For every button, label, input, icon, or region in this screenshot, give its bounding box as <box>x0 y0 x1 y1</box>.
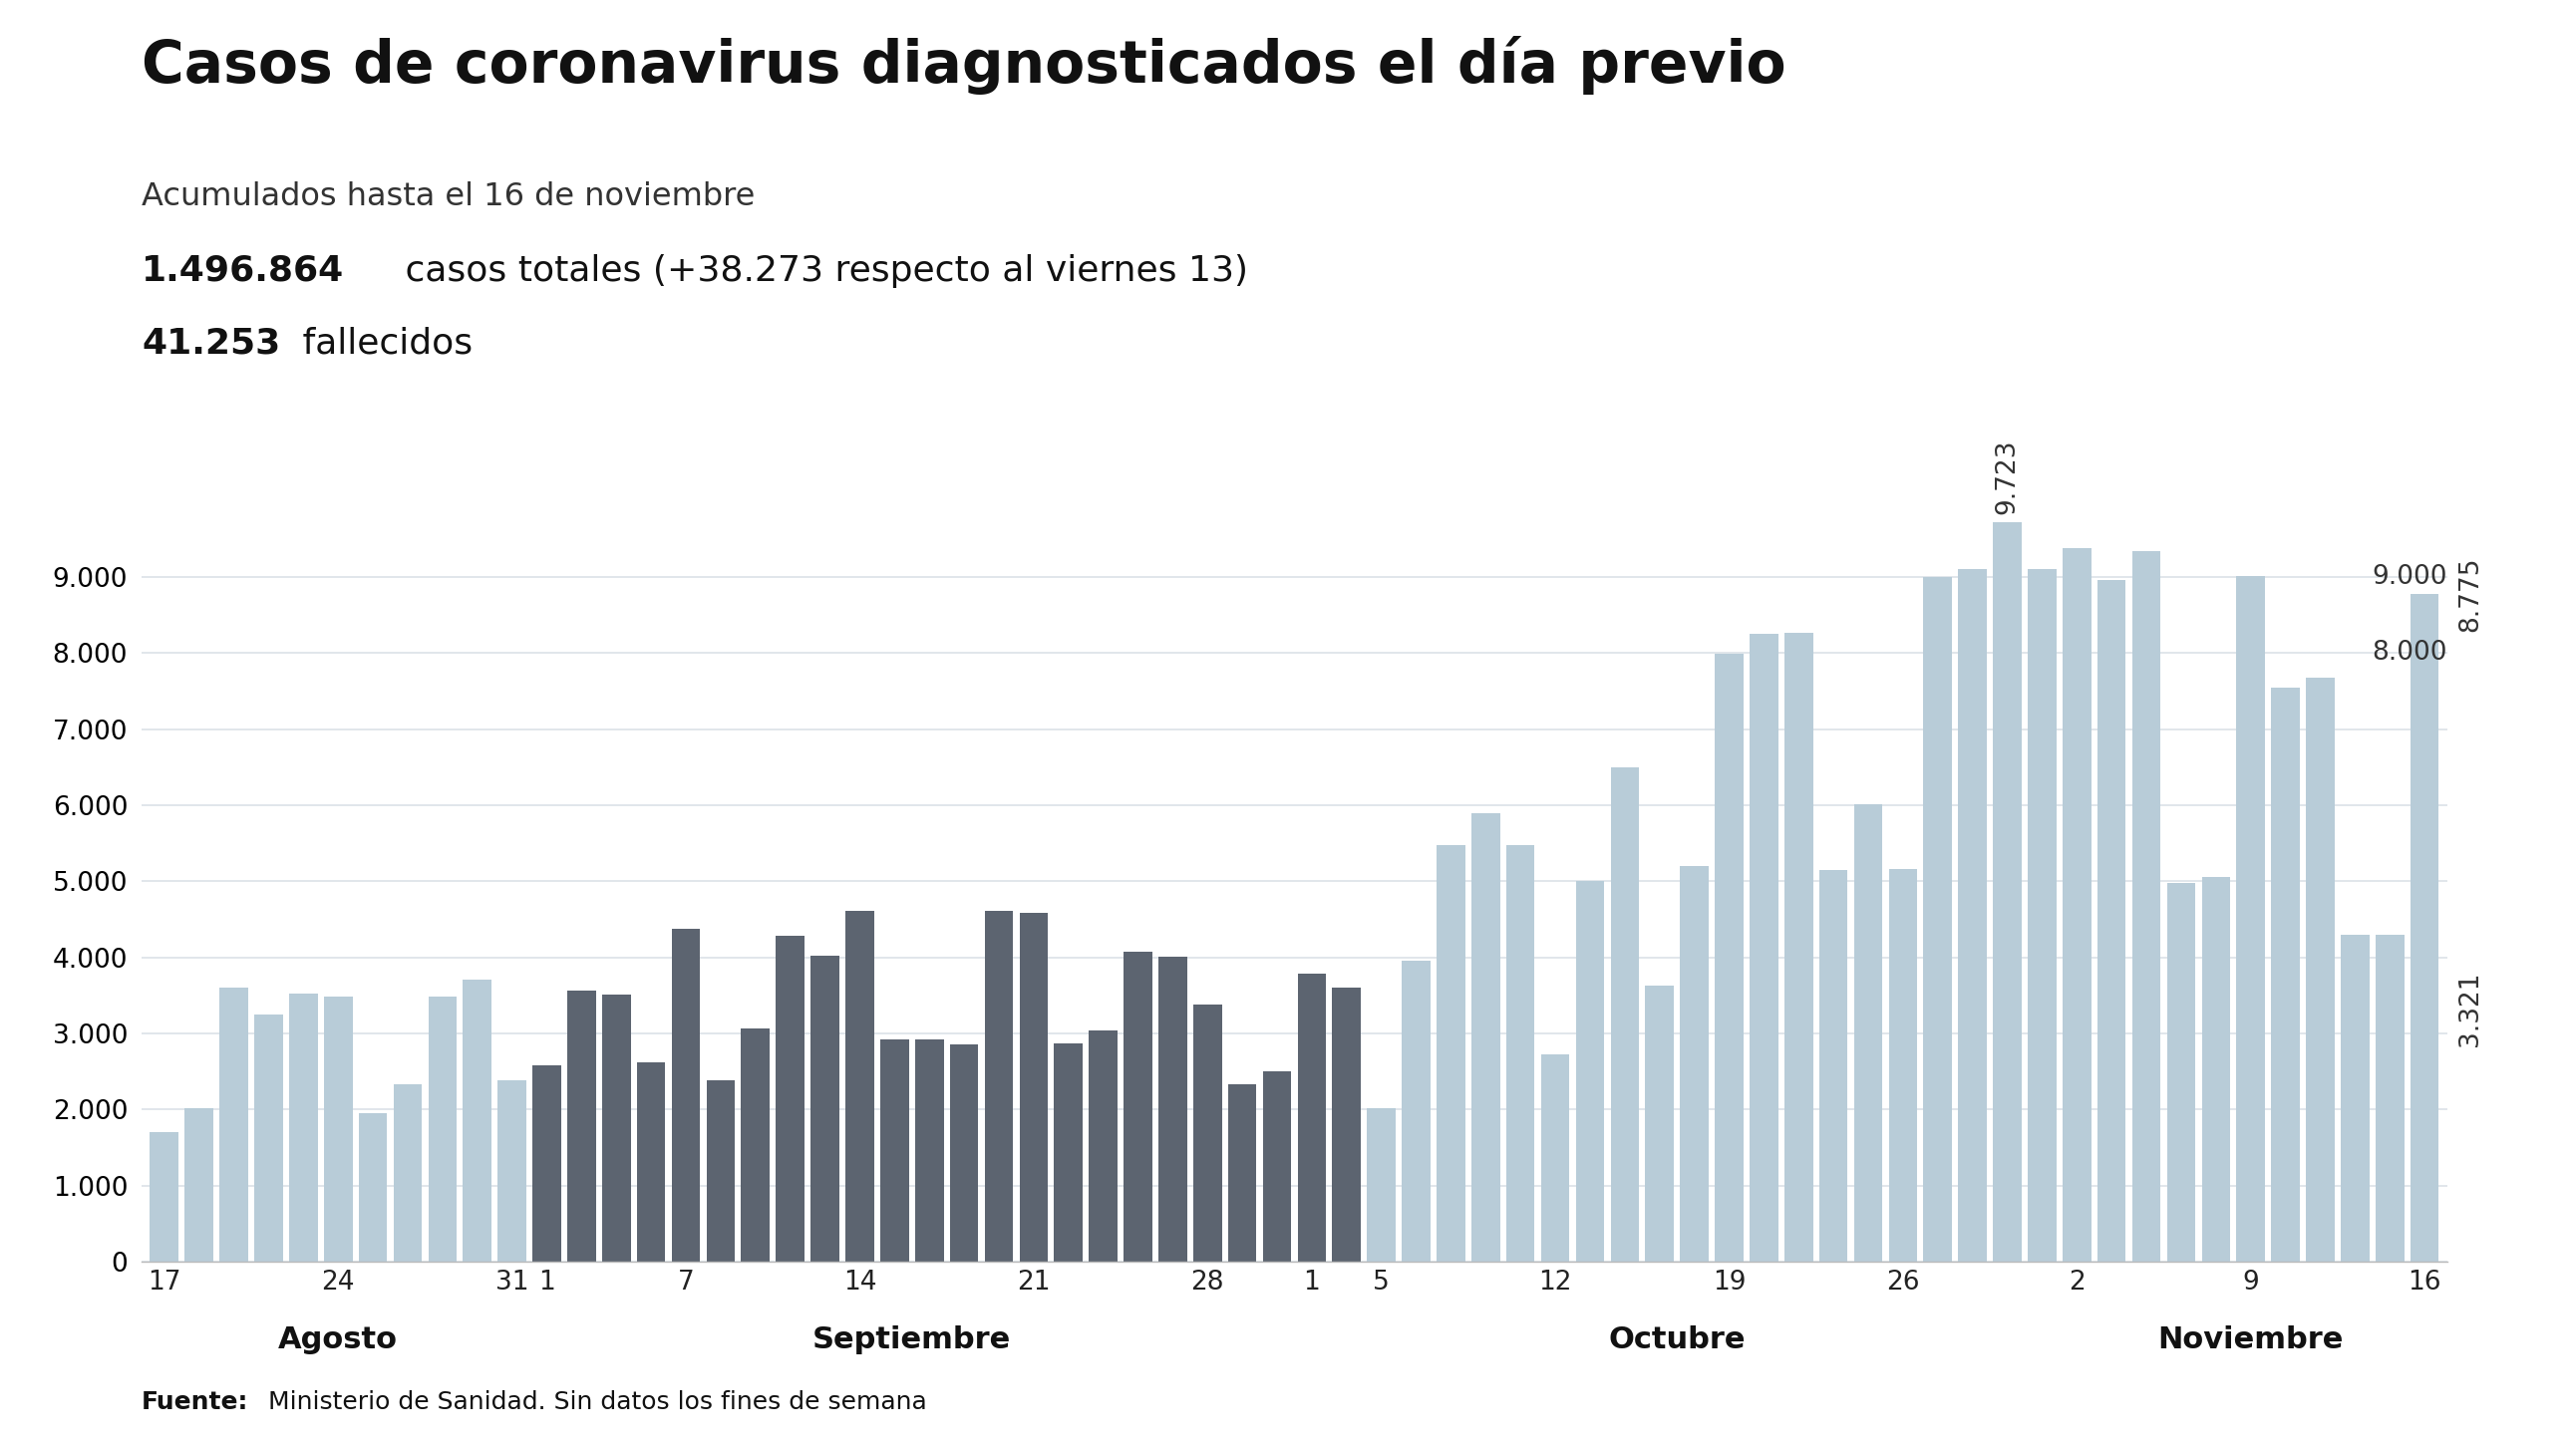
Bar <box>1123 953 1151 1262</box>
Bar <box>1646 986 1674 1262</box>
Bar <box>636 1063 665 1262</box>
Text: 1.496.864: 1.496.864 <box>142 254 345 287</box>
Bar <box>2097 580 2125 1262</box>
Bar <box>951 1045 979 1262</box>
Text: Septiembre: Septiembre <box>811 1325 1012 1354</box>
Bar <box>845 911 873 1262</box>
Bar <box>394 1085 422 1262</box>
Bar <box>1819 870 1847 1262</box>
Bar <box>497 1080 526 1262</box>
Bar <box>2236 576 2264 1262</box>
Text: casos totales (+38.273 respecto al viernes 13): casos totales (+38.273 respecto al viern… <box>394 254 1249 287</box>
Bar <box>1471 813 1499 1262</box>
Bar <box>1924 577 1953 1262</box>
Bar <box>2342 935 2370 1262</box>
Bar <box>1958 570 1986 1262</box>
Bar <box>706 1080 734 1262</box>
Bar <box>1229 1085 1257 1262</box>
Bar <box>811 956 840 1262</box>
Bar <box>533 1066 562 1262</box>
Text: 9.723: 9.723 <box>1994 439 2020 515</box>
Bar <box>775 937 804 1262</box>
Bar <box>2411 594 2439 1262</box>
Bar <box>1994 522 2022 1262</box>
Text: 8.775: 8.775 <box>2458 557 2483 632</box>
Text: 41.253: 41.253 <box>142 326 281 360</box>
Bar <box>255 1015 283 1262</box>
Bar <box>984 911 1012 1262</box>
Bar <box>2166 883 2195 1262</box>
Text: Fuente:: Fuente: <box>142 1391 250 1414</box>
Bar <box>464 980 492 1262</box>
Text: Casos de coronavirus diagnosticados el día previo: Casos de coronavirus diagnosticados el d… <box>142 36 1785 96</box>
Bar <box>1054 1043 1082 1262</box>
Bar <box>1610 767 1638 1262</box>
Bar <box>1888 869 1917 1262</box>
Bar <box>914 1040 943 1262</box>
Bar <box>1401 961 1430 1262</box>
Bar <box>1716 654 1744 1262</box>
Bar <box>1262 1072 1291 1262</box>
Bar <box>185 1108 214 1262</box>
Bar <box>1785 632 1814 1262</box>
Bar <box>2375 935 2403 1262</box>
Bar <box>1159 957 1188 1262</box>
Bar <box>1749 634 1777 1262</box>
Bar <box>1332 987 1360 1262</box>
Bar <box>149 1132 178 1262</box>
Bar <box>2272 687 2300 1262</box>
Text: Agosto: Agosto <box>278 1325 397 1354</box>
Bar <box>2133 551 2161 1262</box>
Text: Acumulados hasta el 16 de noviembre: Acumulados hasta el 16 de noviembre <box>142 181 755 212</box>
Bar <box>2202 877 2231 1262</box>
Bar <box>289 993 317 1262</box>
Bar <box>1193 1005 1221 1262</box>
Bar <box>1368 1109 1396 1262</box>
Bar <box>2306 677 2334 1262</box>
Bar <box>742 1030 770 1262</box>
Bar <box>1090 1031 1118 1262</box>
Bar <box>1540 1054 1569 1262</box>
Bar <box>1855 805 1883 1262</box>
Bar <box>672 928 701 1262</box>
Text: 8.000: 8.000 <box>2372 639 2447 666</box>
Text: Noviembre: Noviembre <box>2159 1325 2344 1354</box>
Bar <box>2063 548 2092 1262</box>
Bar <box>881 1040 909 1262</box>
Bar <box>358 1114 386 1262</box>
Bar <box>428 996 456 1262</box>
Text: Octubre: Octubre <box>1607 1325 1747 1354</box>
Bar <box>1680 866 1708 1262</box>
Bar <box>1577 880 1605 1262</box>
Bar <box>2027 570 2056 1262</box>
Bar <box>603 995 631 1262</box>
Bar <box>567 990 595 1262</box>
Bar <box>1298 973 1327 1262</box>
Text: fallecidos: fallecidos <box>291 326 471 360</box>
Bar <box>219 987 247 1262</box>
Text: 3.321: 3.321 <box>2458 972 2483 1047</box>
Bar <box>1020 914 1048 1262</box>
Text: Ministerio de Sanidad. Sin datos los fines de semana: Ministerio de Sanidad. Sin datos los fin… <box>260 1391 927 1414</box>
Bar <box>1437 845 1466 1262</box>
Text: 9.000: 9.000 <box>2372 564 2447 590</box>
Bar <box>325 996 353 1262</box>
Bar <box>1507 845 1535 1262</box>
